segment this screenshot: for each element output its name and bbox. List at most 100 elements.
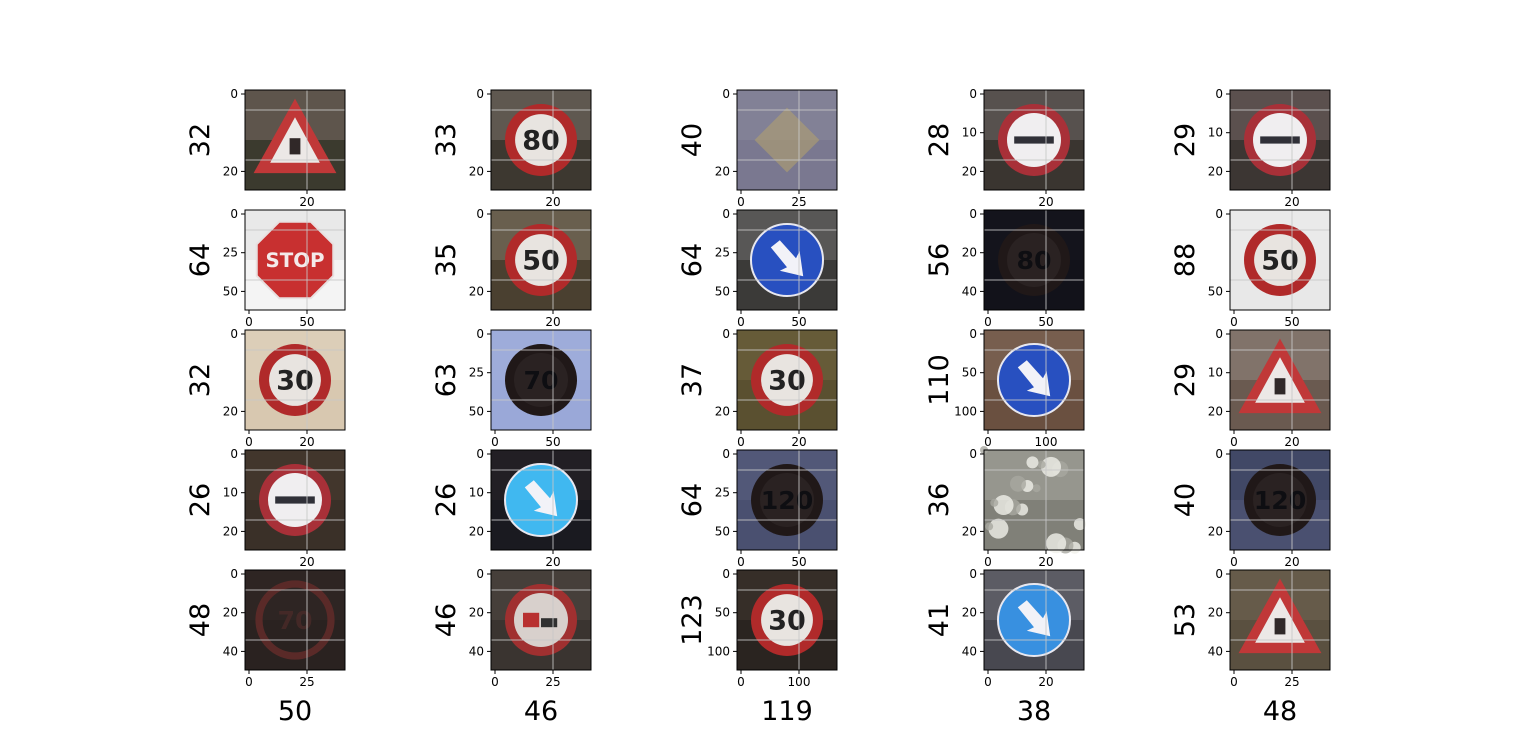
y-tick-label: 40 (469, 644, 484, 658)
y-tick-label: 25 (715, 486, 730, 500)
y-tick-label: 0 (476, 207, 484, 221)
y-tick-label: 20 (1208, 164, 1223, 178)
y-tick-label: 50 (715, 524, 730, 538)
x-tick-label: 0 (984, 555, 992, 569)
x-axis-label: 38 (1017, 696, 1051, 727)
glare-spot (993, 495, 1014, 516)
panel-frame (490, 209, 592, 311)
y-tick-label: 50 (1208, 284, 1223, 298)
x-tick-label: 0 (737, 555, 745, 569)
panel: 0 20 0 25 40 (677, 87, 838, 209)
y-tick-label: 0 (722, 87, 730, 101)
y-tick-label: 0 (230, 207, 238, 221)
glare-spot (990, 498, 999, 507)
y-tick-label: 25 (223, 246, 238, 260)
y-tick-label: 20 (223, 404, 238, 418)
y-tick-label: 50 (223, 284, 238, 298)
panel-frame (983, 209, 1085, 311)
y-tick-label: 20 (1208, 606, 1223, 620)
glare-spot (985, 522, 994, 531)
y-tick-label: 50 (715, 606, 730, 620)
panel: 0 20 0 20 36 (924, 446, 1086, 569)
y-axis-label: 88 (1170, 243, 1201, 277)
y-tick-label: 0 (722, 567, 730, 581)
arrow-icon (770, 240, 804, 277)
y-tick-label: 20 (962, 246, 977, 260)
y-axis-label: 36 (924, 483, 955, 517)
panel: 120 0 25 50 0 50 64 (677, 447, 838, 569)
y-tick-label: 20 (469, 164, 484, 178)
x-tick-label: 20 (1038, 195, 1053, 209)
panel-frame (490, 329, 592, 431)
y-tick-label: 20 (715, 404, 730, 418)
y-tick-label: 0 (476, 447, 484, 461)
y-tick-label: 10 (469, 486, 484, 500)
panel-frame (244, 89, 346, 191)
y-tick-label: 20 (715, 164, 730, 178)
panel-frame (736, 569, 838, 671)
car-icon (541, 618, 558, 628)
y-tick-label: 20 (1208, 524, 1223, 538)
x-tick-label: 25 (299, 675, 314, 689)
panel-frame (490, 89, 592, 191)
y-tick-label: 0 (969, 207, 977, 221)
sign-face (1254, 234, 1306, 286)
panel-frame (1229, 449, 1331, 551)
x-tick-label: 25 (1284, 675, 1299, 689)
y-tick-label: 0 (476, 327, 484, 341)
y-tick-label: 50 (962, 366, 977, 380)
y-tick-label: 0 (230, 87, 238, 101)
sign-face (269, 354, 321, 406)
x-tick-label: 25 (545, 675, 560, 689)
panel: 0 10 20 20 28 (924, 87, 1085, 209)
y-tick-label: 40 (1208, 644, 1223, 658)
panel: 0 10 20 20 26 (185, 447, 346, 569)
y-axis-label: 29 (1170, 363, 1201, 397)
panel: 0 10 20 20 29 (1170, 87, 1331, 209)
panel: 50 0 20 20 35 (431, 207, 592, 329)
sign-text: 120 (761, 486, 814, 515)
panel: 0 20 20 32 (185, 87, 346, 209)
y-tick-label: 0 (722, 207, 730, 221)
panel-frame (983, 569, 1085, 671)
y-tick-label: 50 (469, 404, 484, 418)
y-tick-label: 0 (476, 567, 484, 581)
x-tick-label: 0 (245, 315, 253, 329)
panel-frame (1229, 89, 1331, 191)
panel-frame (736, 209, 838, 311)
y-axis-label: 28 (924, 123, 955, 157)
x-axis-label: 48 (1263, 696, 1297, 727)
panel: 80 0 20 20 33 (431, 87, 592, 209)
sign-face (515, 114, 567, 166)
glare-spot (1026, 456, 1039, 469)
panel-frame (983, 89, 1085, 191)
x-tick-label: 0 (737, 315, 745, 329)
x-tick-label: 20 (545, 195, 560, 209)
arrow-icon (1017, 360, 1051, 397)
y-tick-label: 0 (1215, 327, 1223, 341)
x-tick-label: 0 (1230, 435, 1238, 449)
x-axis-label: 50 (278, 696, 312, 727)
x-tick-label: 25 (791, 195, 806, 209)
y-axis-label: 123 (677, 594, 708, 646)
y-axis-label: 37 (677, 363, 708, 397)
x-tick-label: 0 (245, 435, 253, 449)
sign-text: 50 (522, 245, 560, 276)
x-tick-label: 100 (1035, 435, 1058, 449)
x-tick-label: 50 (299, 315, 314, 329)
glare-spot (1032, 484, 1041, 493)
x-tick-label: 50 (1038, 315, 1053, 329)
y-axis-label: 64 (677, 483, 708, 517)
y-axis-label: 64 (185, 243, 216, 277)
sign-face (1007, 233, 1061, 287)
y-tick-label: 10 (962, 126, 977, 140)
panel-frame (244, 209, 346, 311)
y-axis-label: 40 (1170, 483, 1201, 517)
x-tick-label: 0 (737, 675, 745, 689)
y-axis-label: 26 (431, 483, 462, 517)
x-tick-label: 0 (1230, 555, 1238, 569)
x-tick-label: 0 (1230, 675, 1238, 689)
